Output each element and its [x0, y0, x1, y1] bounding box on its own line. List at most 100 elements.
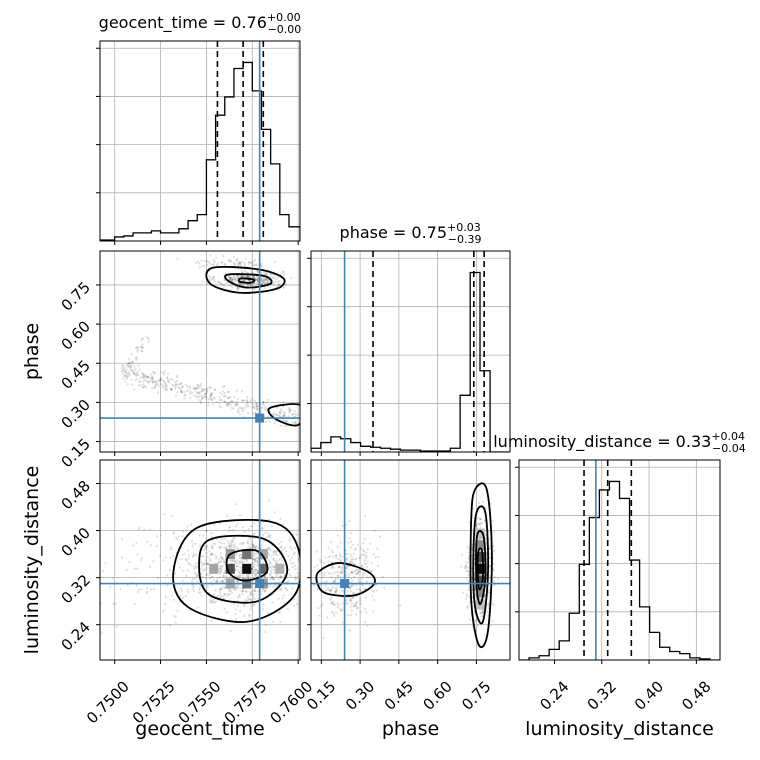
sample-point [177, 535, 180, 538]
sample-point [209, 387, 212, 390]
sample-point [239, 574, 242, 577]
sample-point [229, 276, 232, 280]
sample-point [223, 592, 226, 596]
sample-point [126, 375, 129, 378]
sample-point [354, 558, 357, 561]
sample-point [200, 388, 204, 391]
sample-point [238, 282, 241, 285]
sample-point [482, 501, 485, 504]
sample-point [200, 562, 203, 565]
sample-point [237, 568, 240, 571]
luminosity_distance-tick-label: 0.40 [58, 524, 94, 560]
sample-point [174, 387, 177, 390]
sample-point [256, 281, 260, 284]
sample-point [128, 365, 131, 368]
sample-point [198, 386, 201, 389]
sample-point [160, 378, 163, 381]
sample-point [237, 408, 240, 411]
sample-point [154, 380, 157, 384]
sample-point [146, 375, 149, 379]
sample-point [236, 286, 239, 290]
sample-point [196, 383, 199, 386]
sample-point [192, 585, 195, 588]
sample-point [230, 540, 233, 543]
sample-point [260, 593, 263, 596]
sample-point [326, 580, 329, 583]
sample-point [489, 502, 493, 505]
sample-point [270, 575, 274, 578]
sample-point [209, 552, 213, 555]
sample-point [293, 546, 296, 550]
sample-point [218, 591, 222, 594]
sample-point [169, 378, 172, 381]
sample-point [180, 391, 183, 394]
sample-point [365, 551, 368, 554]
sample-point [205, 567, 208, 570]
sample-point [347, 596, 350, 599]
sample-point [280, 545, 283, 548]
sample-point [272, 620, 275, 624]
sample-point [266, 401, 269, 404]
sample-point [260, 283, 263, 286]
sample-point [262, 603, 265, 606]
sample-point [278, 411, 281, 414]
sample-point [233, 560, 236, 563]
sample-point [249, 538, 252, 541]
sample-point [488, 574, 491, 577]
sample-point [294, 578, 297, 581]
sample-point [203, 388, 206, 392]
sample-point [215, 256, 218, 259]
sample-point [256, 559, 259, 562]
sample-point [122, 368, 126, 371]
sample-point [176, 538, 179, 541]
sample-point [165, 384, 168, 388]
sample-point [245, 399, 249, 402]
sample-point [289, 408, 292, 411]
sample-point [249, 276, 252, 279]
luminosity_distance-tick-label: 0.48 [58, 477, 94, 513]
sample-point [145, 379, 148, 382]
sample-point [222, 558, 225, 561]
sample-point [350, 555, 353, 558]
sample-point [246, 595, 250, 598]
sample-point [352, 563, 356, 566]
sample-point [188, 384, 191, 388]
sample-point [196, 580, 199, 583]
sample-point [295, 533, 298, 536]
sample-point [374, 556, 377, 559]
sample-point [164, 386, 167, 389]
sample-point [340, 589, 343, 592]
sample-point [277, 284, 280, 287]
sample-point [376, 547, 379, 550]
sample-point [371, 595, 374, 598]
sample-point [235, 274, 239, 277]
sample-point [365, 576, 369, 579]
sample-point [209, 559, 212, 563]
sample-point [238, 556, 241, 560]
sample-point [334, 590, 337, 593]
sample-point [126, 364, 129, 367]
histogram-geocent_time-frame [99, 40, 301, 242]
sample-point [350, 532, 353, 535]
sample-point [128, 357, 131, 360]
sample-point [241, 410, 244, 413]
sample-point [211, 278, 214, 281]
sample-point [302, 413, 304, 415]
sample-point [239, 610, 242, 613]
sample-point [181, 553, 184, 556]
sample-point [223, 538, 226, 541]
sample-point [223, 400, 226, 403]
sample-point [219, 570, 222, 574]
sample-point [365, 566, 368, 569]
contour [225, 549, 269, 582]
sample-point [270, 576, 274, 579]
sample-point [301, 414, 303, 416]
sample-point [255, 408, 258, 411]
xlabel-luminosity_distance: luminosity_distance [525, 718, 714, 740]
sample-point [275, 406, 278, 409]
sample-point [201, 265, 204, 268]
sample-point [279, 589, 282, 592]
sample-point [479, 518, 482, 521]
sample-point [224, 574, 227, 578]
sample-point [109, 585, 112, 589]
